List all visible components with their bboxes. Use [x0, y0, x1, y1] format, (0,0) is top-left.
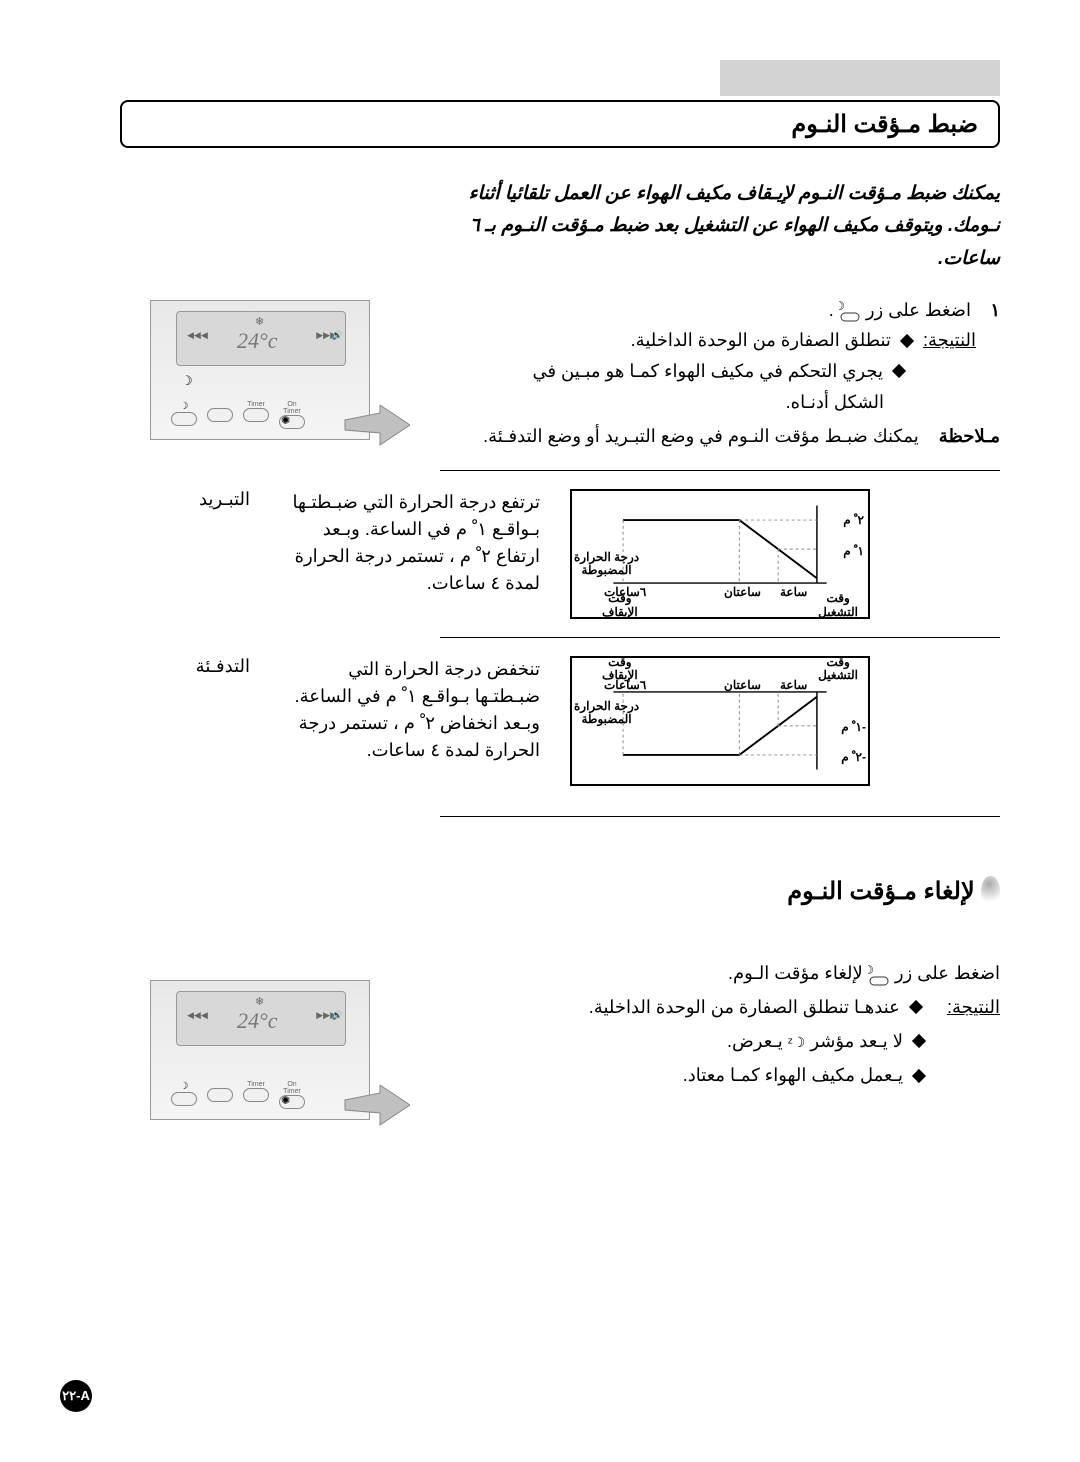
intro-paragraph: يمكنك ضبط مـؤقت النـوم لإيـقاف مكيف الهو…	[460, 178, 1000, 275]
divider-line	[440, 470, 1000, 471]
snowflake-icon: ❄	[255, 995, 264, 1008]
graph-2h-label: ساعتان	[724, 585, 761, 599]
cancel-title-text: لإلغاء مـؤقت النـوم	[787, 878, 974, 905]
graph-start-label: وقت التشغيل	[818, 592, 858, 618]
pointer-arrow-icon	[340, 1085, 410, 1135]
intro-line-2: نـومك. ويتوقف مكيف الهواء عن التشغيل بعد…	[460, 210, 1000, 242]
fan-icon: ✺	[281, 414, 290, 427]
cooling-label: التبـريد	[180, 489, 250, 510]
result-bullet-1: تنطلق الصفارة من الوحدة الداخلية.	[631, 330, 891, 350]
bullet-diamond-icon	[892, 364, 906, 378]
remote-btn-sleep: ☽	[171, 401, 197, 429]
cancel-result-line-1: النتيجة: عندهـا تنطلق الصفارة من الوحدة …	[460, 990, 1000, 1024]
graph-deg1-label: ١ ْ م	[843, 544, 864, 558]
cancel-result-label: النتيجة:	[947, 997, 1000, 1017]
cooling-description: ترتفع درجة الحرارة التي ضبـطتـها بـواقـع…	[280, 489, 540, 597]
bullet-diamond-icon	[900, 334, 914, 348]
graph-settemp-label: درجة الحرارة المضبوطة	[574, 551, 639, 577]
cooling-graph: ١ ْ م ٢ ْ م درجة الحرارة المضبوطة ٦ساعات…	[570, 489, 870, 619]
cancel-bullet-3: يـعمل مكيف الهواء كمـا معتاد.	[683, 1065, 903, 1085]
remote-screen: ❄ 24°c ◀◀◀ ▶▶▶ 🔊	[176, 311, 346, 366]
result-bullet-2a: يجري التحكم في مكيف الهواء كمـا هو مبـين…	[532, 361, 883, 381]
bullet-diamond-icon	[912, 1069, 926, 1083]
section-title-box: ضبط مـؤقت النـوم	[120, 100, 1000, 148]
cancel-press-line: اضغط على زر ☽ لإلغاء مؤقت الـوم.	[460, 956, 1000, 990]
remote-screen: ❄ 24°c ◀◀◀ ▶▶▶ 🔊	[176, 991, 346, 1046]
graph-stop-label2: وقت الإيقاف	[602, 656, 638, 682]
graph-settemp-label: درجة الحرارة المضبوطة	[574, 700, 639, 726]
step-1-dot: .	[829, 300, 834, 320]
remote-temp-display: 24°c	[237, 1008, 278, 1034]
graph-neg2-label: -٢ ْ م	[841, 750, 866, 764]
heating-description: تنخفض درجة الحرارة التي ضبـطتـها بـواقـع…	[280, 656, 540, 764]
result-label: النتيجة:	[923, 330, 976, 350]
graph-1h-label: ساعة	[780, 678, 807, 692]
cancel-bullet-2b: يـعرض.	[727, 1031, 783, 1051]
remote-btn-sleep: ☽	[171, 1081, 197, 1109]
sound-icon: 🔊	[332, 1010, 343, 1021]
result-bullet-2: يجري التحكم في مكيف الهواء كمـا هو مبـين…	[460, 356, 910, 387]
note-label: مـلاحظة	[939, 426, 1000, 446]
cooling-mode-row: التبـريد ترتفع درجة الحرارة التي ضبـطتـه…	[180, 489, 1000, 619]
heating-mode-row: التدفـئة تنخفض درجة الحرارة التي ضبـطتـه…	[180, 656, 1000, 786]
signal-icon: ◀◀◀	[187, 1010, 208, 1021]
svg-text:☽: ☽	[839, 300, 845, 313]
intro-line-1: يمكنك ضبط مـؤقت النـوم لإيـقاف مكيف الهو…	[460, 178, 1000, 210]
graph-neg1-label: -١ ْ م	[841, 720, 866, 734]
moon-z-icon: ☽ᶻ	[788, 1034, 806, 1050]
pointer-arrow-icon	[340, 405, 410, 455]
cancel-result-line-3: يـعمل مكيف الهواء كمـا معتاد.	[460, 1058, 930, 1092]
cancel-section-title: لإلغاء مـؤقت النـوم	[460, 877, 1000, 906]
svg-text:☽: ☽	[868, 964, 874, 977]
page-number-badge: A-٢٢	[60, 1380, 92, 1412]
remote-control-box: ❄ 24°c ◀◀◀ ▶▶▶ 🔊 On Timer Timer ☽ ✺	[150, 980, 370, 1120]
remote-control-box: ❄ 24°c ◀◀◀ ▶▶▶ 🔊 ☽ On Timer Timer ☽ ✺	[150, 300, 370, 440]
section-title: ضبط مـؤقت النـوم	[791, 110, 978, 139]
graph-deg2-label: ٢ ْ م	[843, 513, 864, 527]
remote-btn-3	[207, 401, 233, 429]
cancel-bullet-2a: لا يـعد مؤشر	[810, 1031, 903, 1051]
divider-line	[440, 637, 1000, 638]
result-bullet-2b: الشكل أدنـاه.	[460, 387, 884, 418]
sleep-button-icon: ☽	[868, 963, 890, 985]
result-block: النتيجة: تنطلق الصفارة من الوحدة الداخلي…	[460, 325, 976, 356]
sound-icon: 🔊	[332, 330, 343, 341]
cancel-result-line-2: لا يـعد مؤشر ☽ᶻ يـعرض.	[460, 1024, 930, 1058]
graph-stop-label: وقت الإيقاف	[602, 592, 638, 618]
remote-btn-timer: Timer	[243, 401, 269, 429]
cancel-bullet-1: عندهـا تنطلق الصفارة من الوحدة الداخلية.	[589, 997, 900, 1017]
cancel-press-end: لإلغاء مؤقت الـوم.	[728, 963, 863, 983]
header-gray-bar	[720, 60, 1000, 96]
remote-illustration-1: ❄ 24°c ◀◀◀ ▶▶▶ 🔊 ☽ On Timer Timer ☽ ✺	[100, 290, 380, 470]
graph-start-label2: وقت التشغيل	[818, 656, 858, 682]
step-number: ١	[976, 295, 1000, 326]
note-line: مـلاحظة يمكنك ضبـط مؤقت النـوم في وضع ال…	[460, 421, 1000, 452]
sleep-button-icon: ☽	[839, 300, 861, 322]
divider-line	[440, 816, 1000, 817]
snowflake-icon: ❄	[255, 315, 264, 328]
remote-illustration-2: ❄ 24°c ◀◀◀ ▶▶▶ 🔊 On Timer Timer ☽ ✺	[100, 970, 380, 1150]
heating-graph: -١ ْ م -٢ ْ م درجة الحرارة المضبوطة ٦ساع…	[570, 656, 870, 786]
note-text: يمكنك ضبـط مؤقت النـوم في وضع التبـريد أ…	[483, 426, 919, 446]
cancel-press-text: اضغط على زر	[895, 963, 1000, 983]
graph-1h-label: ساعة	[780, 585, 807, 599]
intro-line-3: ساعات.	[460, 243, 1000, 275]
bullet-diamond-icon	[912, 1034, 926, 1048]
signal-icon: ◀◀◀	[187, 330, 208, 341]
graph-2h-label: ساعتان	[724, 678, 761, 692]
remote-btn-3	[207, 1081, 233, 1109]
title-bullet-icon	[981, 876, 1000, 907]
remote-btn-timer: Timer	[243, 1081, 269, 1109]
step-1-text: اضغط على زر	[866, 300, 971, 320]
step-1-area: ١ اضغط على زر ☽ . النتيجة: تنطلق الصفارة…	[460, 295, 1000, 452]
moon-indicator-icon: ☽	[181, 373, 193, 389]
bullet-diamond-icon	[909, 1000, 923, 1014]
cancel-content: اضغط على زر ☽ لإلغاء مؤقت الـوم. النتيجة…	[460, 956, 1000, 1093]
remote-temp-display: 24°c	[237, 328, 278, 354]
step-1-line: ١ اضغط على زر ☽ .	[460, 295, 1000, 326]
fan-icon: ✺	[281, 1094, 290, 1107]
heating-label: التدفـئة	[180, 656, 250, 677]
